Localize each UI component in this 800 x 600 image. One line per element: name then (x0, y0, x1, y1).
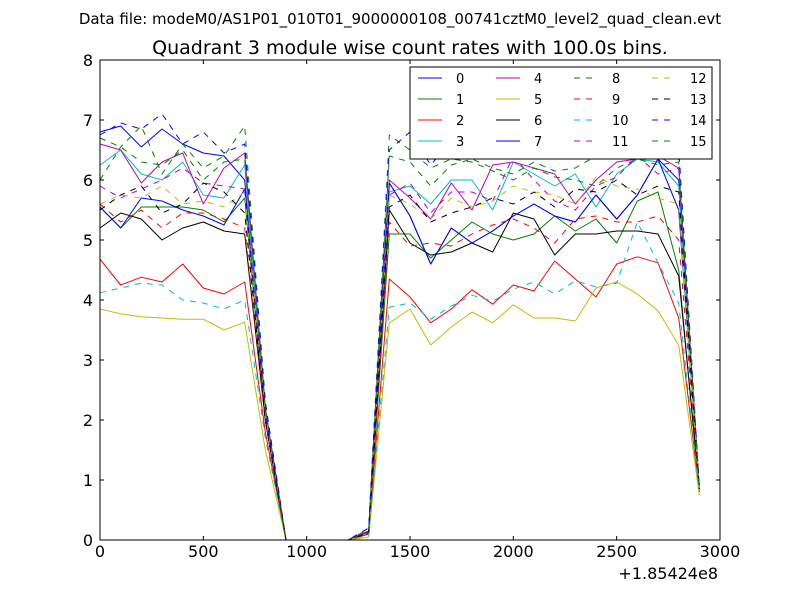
y-tick-label: 4 (83, 291, 93, 310)
series-line-8 (99, 125, 700, 541)
legend-label-15: 15 (690, 135, 707, 150)
series-line-7 (99, 158, 700, 541)
x-axis-offset-label: +1.85424e8 (618, 564, 718, 583)
legend-label-13: 13 (690, 93, 707, 108)
legend-label-4: 4 (534, 72, 542, 87)
y-tick-label: 2 (83, 411, 93, 430)
x-tick-label: 2500 (596, 542, 637, 561)
y-tick-label: 8 (83, 51, 93, 70)
series-line-9 (99, 203, 700, 541)
x-tick-label: 500 (188, 542, 219, 561)
x-tick-label: 0 (95, 542, 105, 561)
series-line-6 (99, 209, 700, 541)
y-tick-label: 7 (83, 111, 93, 130)
x-tick-label: 1000 (286, 542, 327, 561)
y-tick-label: 6 (83, 171, 93, 190)
legend-label-3: 3 (456, 135, 464, 150)
x-tick-label: 2000 (493, 542, 534, 561)
series-line-0 (99, 125, 700, 541)
legend-label-11: 11 (612, 135, 629, 150)
series-line-12 (99, 176, 700, 541)
chart-suptitle: Data file: modeM0/AS1P01_010T01_90000001… (79, 10, 721, 29)
y-tick-label: 0 (83, 531, 93, 550)
series-line-2 (99, 256, 700, 541)
x-tick-label: 3000 (700, 542, 741, 561)
legend-label-9: 9 (612, 93, 620, 108)
legend-box (409, 66, 713, 160)
legend-label-10: 10 (612, 114, 629, 129)
y-tick-label: 3 (83, 351, 93, 370)
series-line-11 (99, 155, 700, 541)
series-line-5 (99, 281, 700, 541)
series-line-1 (99, 191, 700, 541)
legend-label-7: 7 (534, 135, 542, 150)
legend-label-5: 5 (534, 93, 542, 108)
legend-label-2: 2 (456, 114, 464, 129)
series-line-13 (99, 179, 700, 541)
legend-label-14: 14 (690, 114, 707, 129)
chart-title: Quadrant 3 module wise count rates with … (152, 37, 668, 59)
series-line-4 (99, 143, 700, 541)
y-tick-label: 1 (83, 471, 93, 490)
legend-label-0: 0 (456, 72, 464, 87)
legend-label-1: 1 (456, 93, 464, 108)
series-line-14 (99, 80, 700, 541)
legend-label-6: 6 (534, 114, 542, 129)
series-layer (99, 80, 700, 541)
x-tick-label: 1500 (390, 542, 431, 561)
legend-label-12: 12 (690, 72, 707, 87)
series-line-15 (99, 137, 700, 541)
legend-label-8: 8 (612, 72, 620, 87)
y-tick-label: 5 (83, 231, 93, 250)
series-line-10 (99, 221, 700, 541)
